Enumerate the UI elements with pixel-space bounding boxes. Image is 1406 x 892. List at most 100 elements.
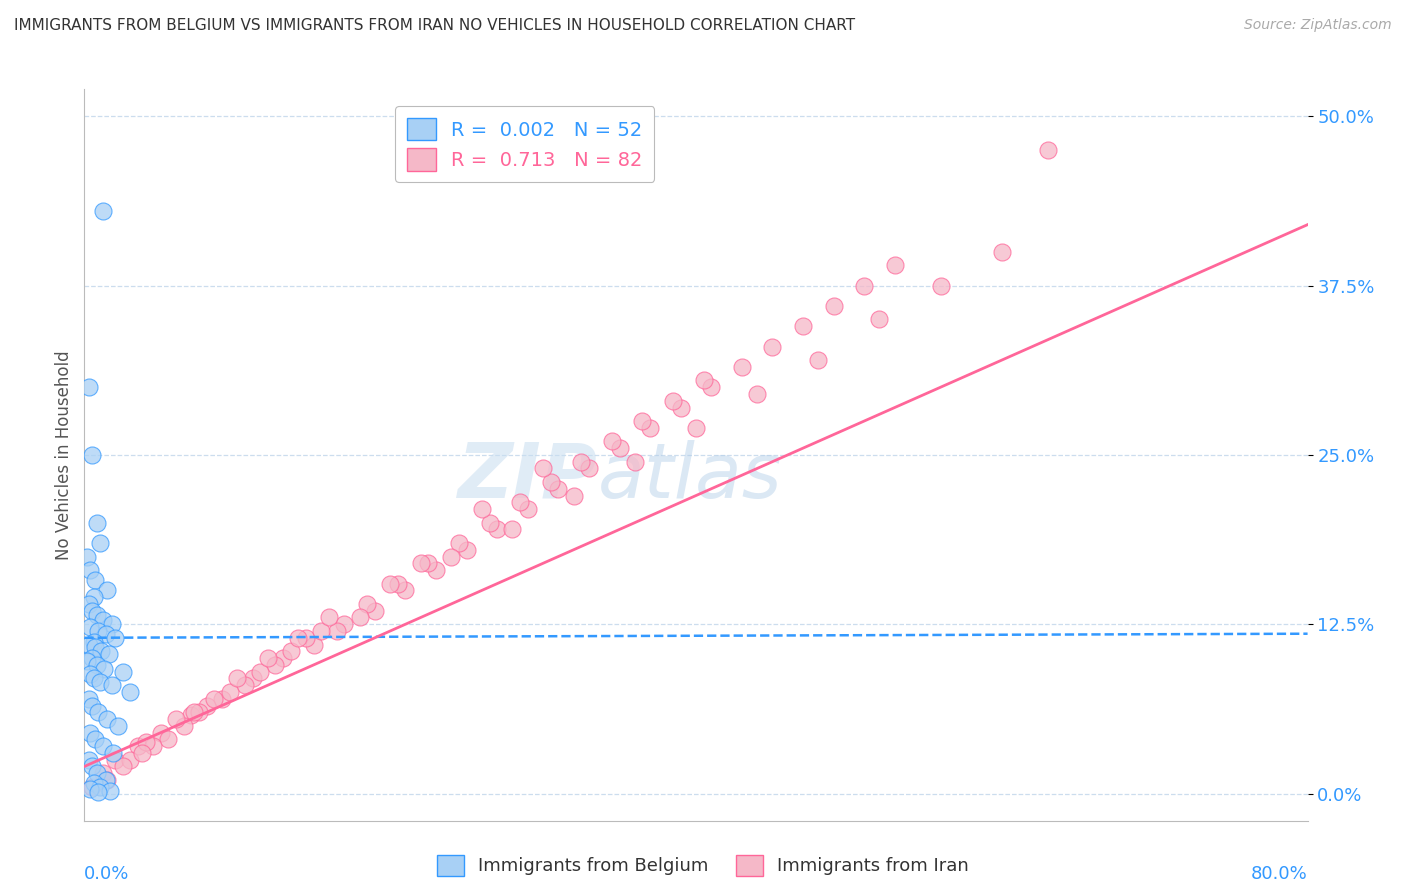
Point: [578, 461, 600, 475]
Y-axis label: No Vehicles in Household: No Vehicles in Household: [55, 350, 73, 560]
Point: [638, 421, 661, 435]
Point: [447, 536, 470, 550]
Point: [509, 495, 531, 509]
Point: [807, 353, 830, 368]
Point: [77, 638, 100, 652]
Point: [103, 746, 125, 760]
Point: [89, 780, 111, 794]
Point: [471, 502, 494, 516]
Point: [83, 672, 105, 686]
Point: [869, 312, 891, 326]
Point: [823, 299, 845, 313]
Point: [91, 766, 114, 780]
Point: [624, 455, 647, 469]
Legend: R =  0.002   N = 52, R =  0.713   N = 82: R = 0.002 N = 52, R = 0.713 N = 82: [395, 106, 654, 182]
Point: [83, 775, 105, 789]
Point: [380, 576, 402, 591]
Point: [202, 691, 225, 706]
Point: [135, 735, 157, 749]
Point: [79, 725, 101, 739]
Point: [387, 576, 409, 591]
Point: [94, 626, 117, 640]
Point: [89, 536, 111, 550]
Point: [77, 597, 100, 611]
Point: [87, 706, 110, 720]
Point: [142, 739, 165, 753]
Point: [86, 607, 108, 622]
Point: [662, 393, 685, 408]
Point: [325, 624, 347, 638]
Point: [271, 651, 294, 665]
Point: [418, 556, 440, 570]
Point: [84, 732, 107, 747]
Point: [631, 414, 654, 428]
Text: atlas: atlas: [598, 440, 783, 514]
Point: [257, 651, 280, 665]
Point: [180, 708, 202, 723]
Point: [101, 617, 124, 632]
Point: [91, 739, 114, 753]
Point: [86, 766, 108, 780]
Point: [101, 678, 124, 692]
Point: [356, 597, 378, 611]
Point: [600, 434, 623, 449]
Point: [83, 590, 105, 604]
Legend: Immigrants from Belgium, Immigrants from Iran: Immigrants from Belgium, Immigrants from…: [430, 847, 976, 883]
Point: [516, 502, 538, 516]
Point: [318, 610, 340, 624]
Point: [120, 685, 142, 699]
Point: [440, 549, 463, 564]
Point: [547, 482, 569, 496]
Point: [111, 665, 134, 679]
Point: [501, 523, 523, 537]
Point: [173, 719, 195, 733]
Point: [107, 719, 129, 733]
Point: [120, 753, 142, 767]
Point: [84, 640, 107, 655]
Point: [84, 573, 107, 587]
Point: [792, 319, 814, 334]
Point: [349, 610, 371, 624]
Point: [149, 725, 172, 739]
Point: [233, 678, 256, 692]
Point: [91, 613, 114, 627]
Point: [165, 712, 187, 726]
Text: 0.0%: 0.0%: [84, 864, 129, 882]
Point: [76, 549, 98, 564]
Point: [94, 772, 117, 787]
Point: [76, 654, 98, 668]
Point: [1036, 143, 1059, 157]
Point: [540, 475, 562, 489]
Point: [77, 691, 100, 706]
Point: [569, 455, 592, 469]
Point: [93, 662, 115, 676]
Point: [456, 542, 478, 557]
Point: [211, 691, 233, 706]
Point: [87, 785, 110, 799]
Point: [478, 516, 501, 530]
Text: 80.0%: 80.0%: [1251, 864, 1308, 882]
Text: Source: ZipAtlas.com: Source: ZipAtlas.com: [1244, 18, 1392, 32]
Point: [700, 380, 723, 394]
Point: [80, 604, 103, 618]
Point: [77, 380, 100, 394]
Point: [486, 523, 509, 537]
Point: [104, 631, 127, 645]
Point: [80, 780, 103, 794]
Point: [79, 667, 101, 681]
Point: [80, 759, 103, 773]
Point: [80, 651, 103, 665]
Text: IMMIGRANTS FROM BELGIUM VS IMMIGRANTS FROM IRAN NO VEHICLES IN HOUSEHOLD CORRELA: IMMIGRANTS FROM BELGIUM VS IMMIGRANTS FR…: [14, 18, 855, 33]
Point: [990, 244, 1012, 259]
Point: [111, 759, 134, 773]
Point: [96, 772, 118, 787]
Point: [127, 739, 149, 753]
Point: [311, 624, 333, 638]
Point: [685, 421, 707, 435]
Point: [80, 698, 103, 713]
Point: [609, 441, 631, 455]
Point: [226, 672, 249, 686]
Point: [562, 489, 585, 503]
Point: [83, 635, 105, 649]
Point: [86, 516, 108, 530]
